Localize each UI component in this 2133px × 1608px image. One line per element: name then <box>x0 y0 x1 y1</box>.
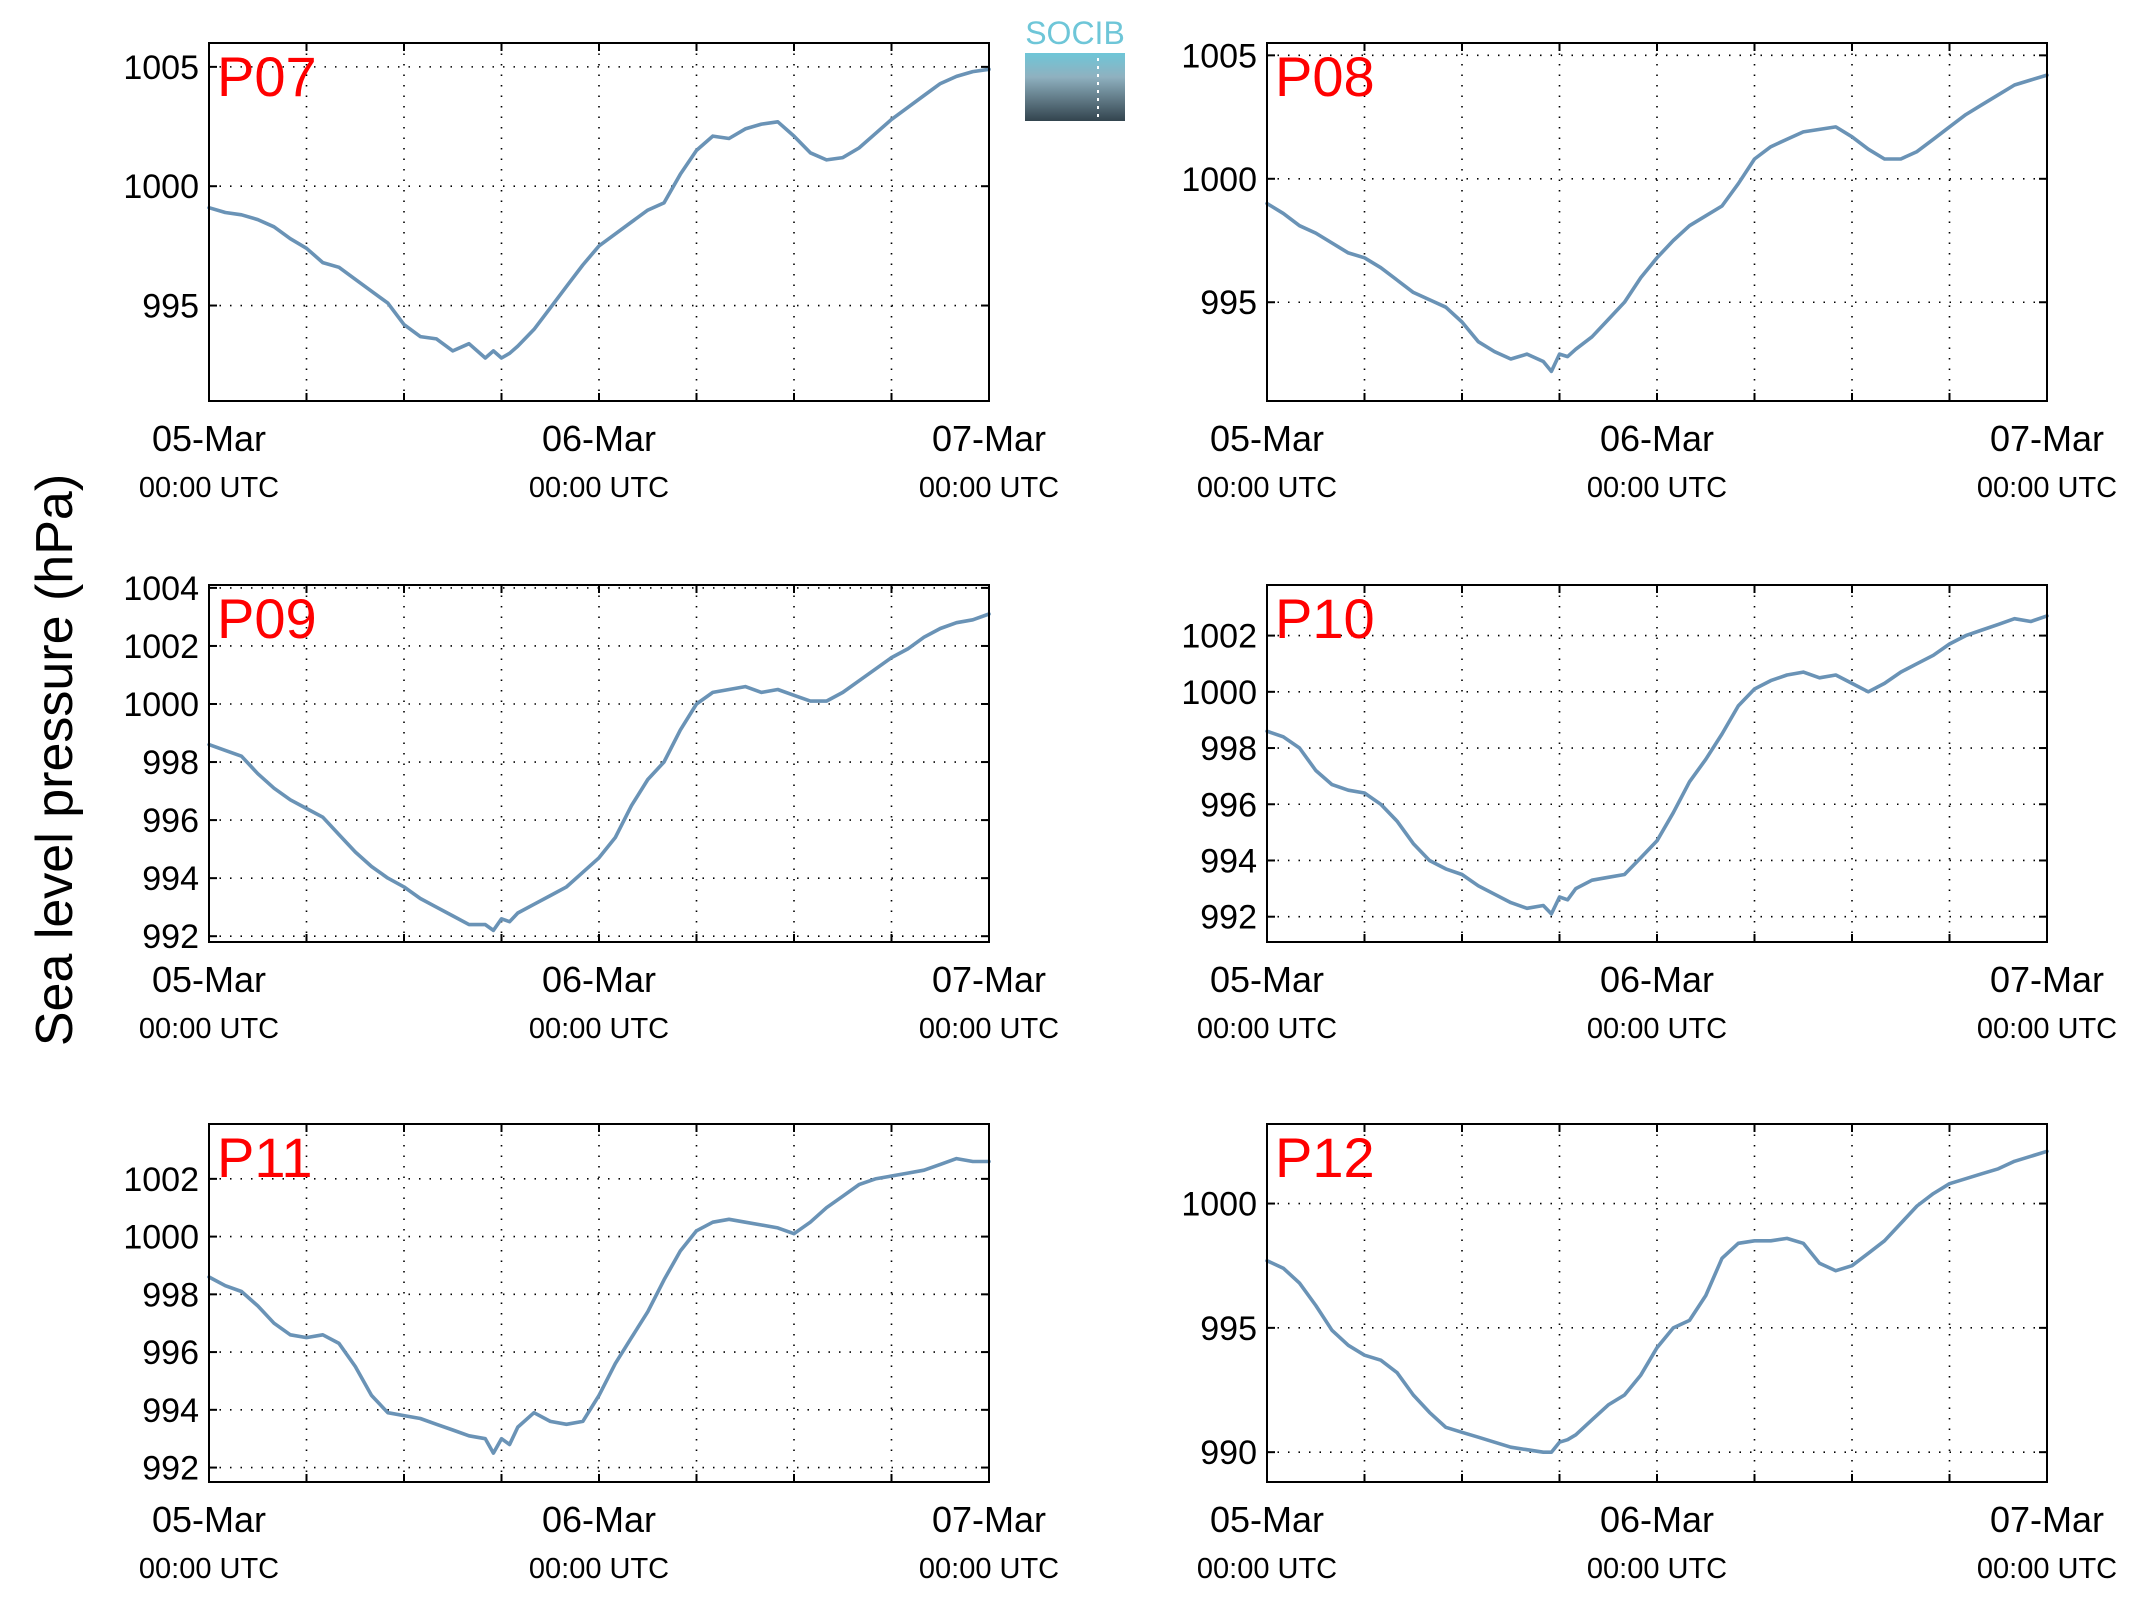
x-tick-label-time: 00:00 UTC <box>1587 1553 1727 1585</box>
x-tick-label-time: 00:00 UTC <box>1977 1013 2117 1045</box>
pressure-series-line <box>207 67 991 360</box>
global-y-axis-label: Sea level pressure (hPa) <box>26 474 84 1046</box>
x-tick-label-time: 00:00 UTC <box>529 1013 669 1045</box>
y-tick-label: 992 <box>142 918 199 956</box>
x-tick-label-date: 06-Mar <box>1600 959 1714 1000</box>
panel-p09: 992 994 996 998 1000 1002 1004 05-Mar 00:00 UTC 0… <box>123 570 1059 1045</box>
pressure-series-line <box>1265 1149 2049 1454</box>
y-tick-label: 992 <box>142 1450 199 1488</box>
y-tick-label: 994 <box>1200 842 1257 880</box>
x-tick-label-time: 00:00 UTC <box>529 1553 669 1585</box>
grid <box>209 43 989 401</box>
y-tick-label: 994 <box>142 860 199 898</box>
y-tick-label: 1002 <box>1181 618 1257 656</box>
y-tick-label: 998 <box>142 1276 199 1314</box>
x-tick-label-date: 07-Mar <box>932 959 1046 1000</box>
x-tick-label-time: 00:00 UTC <box>529 472 669 504</box>
pressure-series-line <box>207 612 991 933</box>
y-tick-label: 990 <box>1200 1434 1257 1472</box>
pressure-series-line <box>207 1156 991 1455</box>
y-tick-label: 996 <box>1200 786 1257 824</box>
y-tick-label: 1004 <box>123 570 199 608</box>
y-tick-label: 1000 <box>1181 674 1257 712</box>
grid <box>209 585 989 942</box>
x-tick-label-time: 00:00 UTC <box>1587 1013 1727 1045</box>
grid <box>1267 43 2047 401</box>
x-tick-label-date: 07-Mar <box>932 418 1046 459</box>
y-tick-label: 1002 <box>123 628 199 666</box>
x-tick-label-date: 07-Mar <box>1990 959 2104 1000</box>
y-tick-label: 1000 <box>123 686 199 724</box>
x-tick-label-time: 00:00 UTC <box>1197 472 1337 504</box>
x-tick-label-date: 05-Mar <box>152 959 266 1000</box>
socib-logo: SOCIB <box>1025 15 1125 121</box>
x-tick-label-time: 00:00 UTC <box>919 1553 1059 1585</box>
y-tick-label: 995 <box>142 288 199 326</box>
y-tick-label: 998 <box>142 744 199 782</box>
x-tick-label-time: 00:00 UTC <box>919 1013 1059 1045</box>
y-tick-label: 1005 <box>1181 37 1257 75</box>
panel-p11: 992 994 996 998 1000 1002 05-Mar 00:00 UTC 06-Ma… <box>123 1123 1059 1585</box>
y-tick-label: 1000 <box>123 168 199 206</box>
x-tick-label-time: 00:00 UTC <box>919 472 1059 504</box>
x-tick-label-time: 00:00 UTC <box>1977 472 2117 504</box>
y-tick-label: 996 <box>142 1334 199 1372</box>
x-tick-label-date: 05-Mar <box>1210 1499 1324 1540</box>
pressure-series-line <box>1265 614 2049 916</box>
y-tick-label: 1005 <box>123 49 199 87</box>
panel-p07: 995 1000 1005 05-Mar 00:00 UTC 06-Mar 00:00 UT… <box>123 42 1059 504</box>
station-label: P11 <box>217 1126 312 1189</box>
y-tick-label: 995 <box>1200 284 1257 322</box>
x-tick-label-time: 00:00 UTC <box>1197 1553 1337 1585</box>
x-tick-label-time: 00:00 UTC <box>139 1553 279 1585</box>
y-tick-label: 1002 <box>123 1161 199 1199</box>
x-tick-label-date: 07-Mar <box>1990 1499 2104 1540</box>
panel-p08: 995 1000 1005 05-Mar 00:00 UTC 06-Mar 00:00 UT… <box>1181 37 2117 504</box>
panel-p12: 990 995 1000 05-Mar 00:00 UTC 06-Mar 00:00 UTC… <box>1181 1123 2117 1585</box>
grid <box>1267 585 2047 942</box>
y-tick-label: 1000 <box>1181 1186 1257 1224</box>
x-tick-label-date: 07-Mar <box>932 1499 1046 1540</box>
x-tick-label-time: 00:00 UTC <box>139 1013 279 1045</box>
station-label: P08 <box>1275 45 1375 108</box>
pressure-series-line <box>1265 73 2049 374</box>
y-tick-label: 994 <box>142 1392 199 1430</box>
y-tick-label: 1000 <box>1181 161 1257 199</box>
x-tick-label-time: 00:00 UTC <box>1977 1553 2117 1585</box>
station-label: P12 <box>1275 1126 1375 1189</box>
y-tick-label: 998 <box>1200 730 1257 768</box>
x-tick-label-date: 05-Mar <box>1210 959 1324 1000</box>
x-tick-label-date: 05-Mar <box>152 418 266 459</box>
x-tick-label-date: 06-Mar <box>1600 418 1714 459</box>
station-label: P10 <box>1275 587 1375 650</box>
x-tick-label-time: 00:00 UTC <box>1197 1013 1337 1045</box>
station-label: P07 <box>217 45 317 108</box>
x-tick-label-date: 07-Mar <box>1990 418 2104 459</box>
y-tick-label: 996 <box>142 802 199 840</box>
socib-logo-mark <box>1025 53 1125 121</box>
x-tick-label-date: 05-Mar <box>152 1499 266 1540</box>
x-tick-label-date: 06-Mar <box>1600 1499 1714 1540</box>
grid <box>209 1124 989 1482</box>
x-tick-label-date: 06-Mar <box>542 418 656 459</box>
y-tick-label: 992 <box>1200 899 1257 937</box>
y-tick-label: 1000 <box>123 1219 199 1257</box>
y-tick-label: 995 <box>1200 1310 1257 1348</box>
station-label: P09 <box>217 587 317 650</box>
socib-logo-text: SOCIB <box>1025 15 1125 51</box>
panel-p10: 992 994 996 998 1000 1002 05-Mar 00:00 UTC 06-Ma… <box>1181 584 2117 1045</box>
x-tick-label-time: 00:00 UTC <box>1587 472 1727 504</box>
x-tick-label-time: 00:00 UTC <box>139 472 279 504</box>
x-tick-label-date: 05-Mar <box>1210 418 1324 459</box>
grid <box>1267 1124 2047 1482</box>
x-tick-label-date: 06-Mar <box>542 1499 656 1540</box>
x-tick-label-date: 06-Mar <box>542 959 656 1000</box>
